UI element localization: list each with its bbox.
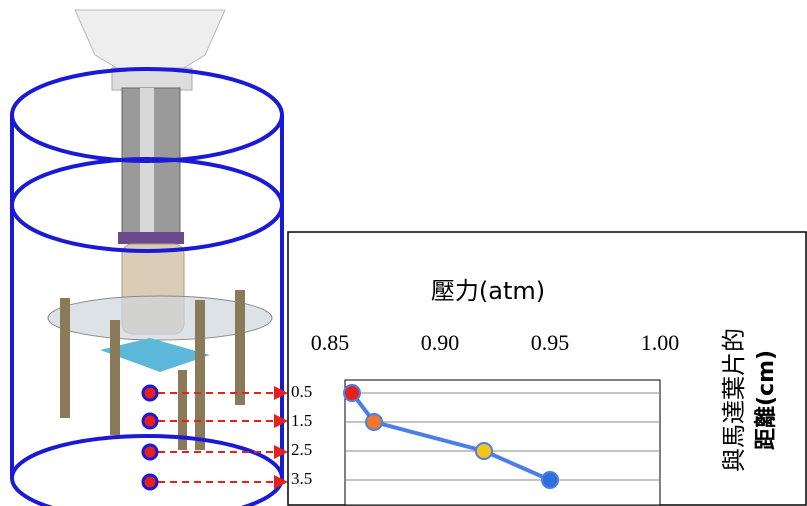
- data-point: [476, 443, 492, 459]
- rod: [235, 290, 245, 405]
- rod: [110, 320, 120, 435]
- rod: [195, 300, 205, 450]
- y-axis-title-line: 與馬達葉片的: [720, 328, 748, 472]
- y-tick-label: 3.5: [291, 469, 312, 488]
- funnel: [75, 10, 225, 70]
- x-tick-label: 0.85: [311, 330, 350, 355]
- y-tick-label: 1.5: [291, 411, 312, 430]
- x-axis-title: 壓力(atm): [431, 277, 545, 305]
- dot: [143, 414, 157, 428]
- band: [118, 232, 184, 244]
- apparatus-drawing: [12, 10, 288, 506]
- x-tick-label: 0.95: [531, 330, 570, 355]
- x-tick-label: 0.90: [421, 330, 460, 355]
- dot: [143, 386, 157, 400]
- data-point: [366, 414, 382, 430]
- data-point: [344, 385, 360, 401]
- rod: [60, 298, 70, 418]
- y-axis-title-line: 距離(cm): [753, 350, 779, 450]
- data-point: [542, 472, 558, 488]
- y-tick-label: 0.5: [291, 382, 312, 401]
- figure: 壓力(atm) 與馬達葉片的 距離(cm) 0.85 0.90 0.95 1.00 0.…: [0, 0, 807, 506]
- y-tick-label: 2.5: [291, 440, 312, 459]
- plot-area: [345, 380, 660, 505]
- dot: [143, 475, 157, 489]
- x-tick-label: 1.00: [641, 330, 680, 355]
- dot: [143, 445, 157, 459]
